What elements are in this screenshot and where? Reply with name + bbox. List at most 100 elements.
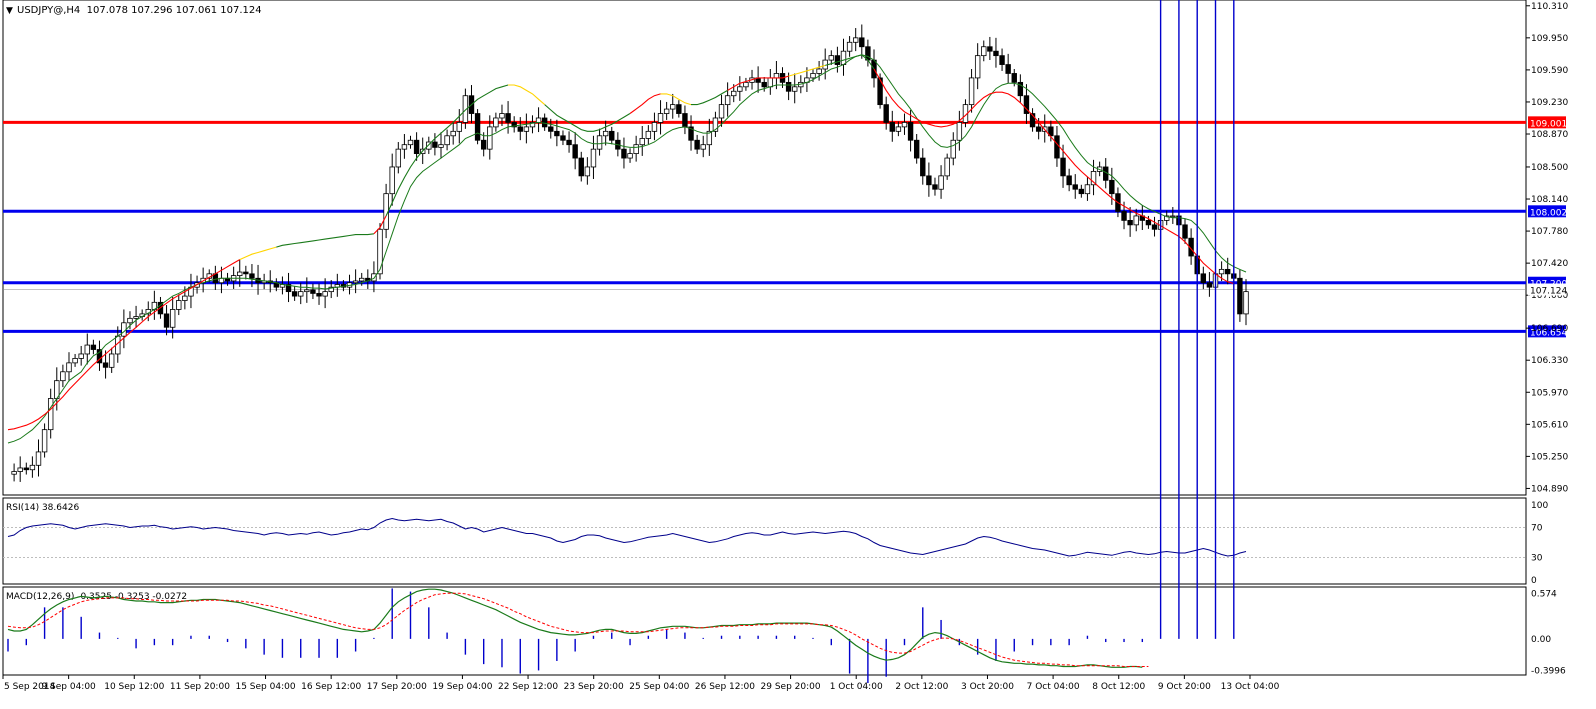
- time-axis-label: 9 Oct 20:00: [1158, 682, 1211, 692]
- candle-body: [505, 113, 511, 123]
- candle-body: [285, 284, 292, 293]
- price-axis-label: 104.890: [1531, 484, 1568, 494]
- candle-body: [316, 293, 322, 297]
- candle-body: [535, 117, 542, 123]
- candle-body: [127, 317, 133, 324]
- level-price-label: 108.002: [1530, 208, 1567, 218]
- ma-slow-segment: [508, 84, 546, 106]
- candle-body: [1225, 268, 1231, 275]
- candle-body: [23, 467, 29, 471]
- candle-body: [901, 122, 908, 128]
- candle-body: [163, 313, 170, 328]
- candle-body: [1151, 224, 1158, 230]
- macd-panel-frame: [2, 586, 1527, 676]
- macd-axis-label: 0.574: [1531, 590, 1557, 600]
- candle-body: [249, 273, 255, 279]
- candle-body: [1243, 291, 1249, 315]
- candle-body: [627, 153, 633, 159]
- candle-body: [816, 68, 822, 74]
- candle-body: [438, 144, 444, 148]
- candle-body: [41, 429, 48, 453]
- price-axis-label: 110.310: [1531, 2, 1568, 12]
- candle-body: [846, 41, 853, 52]
- price-axis-label: 107.060: [1531, 291, 1568, 301]
- ma-slow-segment: [727, 75, 789, 91]
- candle-body: [956, 122, 963, 141]
- candle-body: [968, 77, 975, 106]
- candle-body: [609, 130, 615, 141]
- candle-body: [96, 349, 103, 364]
- candle-body: [1164, 215, 1170, 221]
- rsi-axis-label: 70: [1531, 524, 1543, 534]
- candle-body: [1023, 95, 1030, 114]
- time-axis-label: 7 Oct 04:00: [1027, 682, 1080, 692]
- candle-body: [462, 95, 469, 123]
- price-axis-label: 105.250: [1531, 452, 1568, 462]
- candle-body: [621, 148, 627, 159]
- candle-body: [1084, 184, 1091, 195]
- candle-body: [480, 139, 487, 150]
- candle-body: [493, 117, 499, 128]
- candle-body: [926, 175, 932, 186]
- symbol-header-arrow[interactable]: ▼: [6, 6, 13, 16]
- candle-body: [944, 157, 950, 177]
- candle-body: [1109, 179, 1115, 195]
- candle-body: [572, 144, 578, 159]
- candle-body: [773, 73, 780, 79]
- candle-body: [706, 130, 713, 146]
- price-axis-label: 107.420: [1531, 259, 1568, 269]
- candle-body: [987, 46, 993, 52]
- main-panel-frame: [2, 0, 1527, 496]
- candle-body: [670, 104, 676, 110]
- candle-body: [859, 37, 865, 48]
- candle-body: [1017, 81, 1024, 97]
- candle-body: [182, 295, 188, 301]
- candle-body: [682, 113, 688, 128]
- candle-body: [913, 139, 920, 159]
- macd-axis-label: 0.00: [1531, 635, 1551, 645]
- candle-body: [11, 471, 17, 475]
- candle-body: [1218, 268, 1225, 275]
- candle-body: [718, 104, 725, 119]
- candle-body: [883, 104, 889, 123]
- time-axis-label: 17 Sep 20:00: [367, 682, 427, 692]
- candle-body: [1200, 273, 1207, 284]
- candle-body: [517, 126, 523, 132]
- ma-slow-segment: [276, 233, 374, 248]
- time-axis-label: 16 Sep 12:00: [301, 682, 361, 692]
- time-axis-label: 22 Sep 12:00: [498, 682, 558, 692]
- candle-body: [450, 130, 456, 137]
- ma-slow-segment: [629, 93, 661, 114]
- candle-body: [1182, 224, 1188, 239]
- candle-body: [444, 135, 450, 146]
- candle-body: [237, 271, 243, 277]
- price-axis-label: 109.950: [1531, 34, 1568, 44]
- price-axis-label: 108.140: [1531, 195, 1568, 205]
- time-axis-label: 11 Sep 20:00: [170, 682, 230, 692]
- candle-body: [1188, 237, 1194, 257]
- candle-body: [877, 77, 883, 106]
- price-axis-label: 106.330: [1531, 356, 1568, 366]
- time-axis-label: 25 Sep 04:00: [629, 682, 689, 692]
- candle-body: [1011, 73, 1017, 83]
- candle-body: [688, 126, 694, 141]
- candle-body: [359, 277, 365, 282]
- candle-body: [102, 362, 109, 368]
- candle-body: [407, 139, 414, 146]
- candle-body: [1206, 282, 1213, 288]
- candle-body: [663, 108, 670, 114]
- candle-body: [761, 81, 767, 88]
- candle-body: [1035, 126, 1042, 132]
- ma-slow-segment: [373, 215, 387, 235]
- candle-body: [932, 184, 938, 190]
- candle-body: [950, 139, 956, 159]
- candle-body: [907, 122, 914, 141]
- price-axis-label: 109.230: [1531, 98, 1568, 108]
- time-axis-label: 3 Oct 20:00: [961, 682, 1014, 692]
- candle-body: [1048, 126, 1054, 137]
- candle-body: [724, 95, 731, 106]
- candle-body: [243, 271, 249, 275]
- candle-body: [1066, 175, 1072, 186]
- candle-body: [676, 104, 682, 114]
- candle-body: [377, 228, 383, 275]
